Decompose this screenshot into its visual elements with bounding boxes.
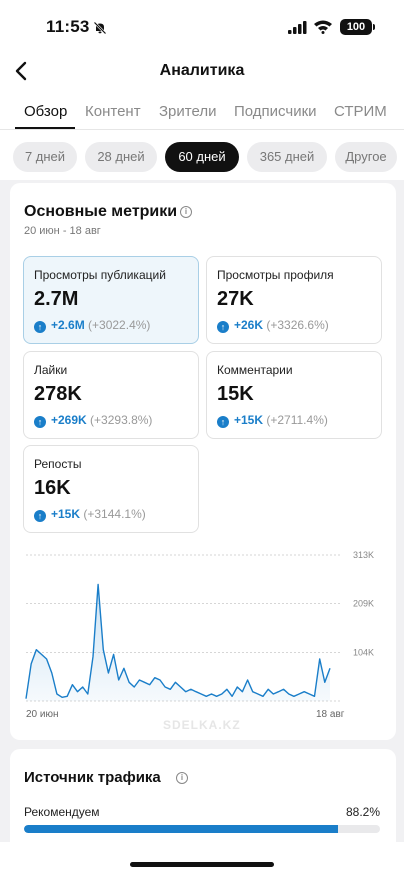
home-indicator [130,862,274,867]
arrow-up-icon: ↑ [34,416,46,428]
x-label-end: 18 авг [316,709,345,720]
metric-reposts[interactable]: Репосты 16K ↑ +15K (+3144.1%) [23,445,199,533]
arrow-up-icon: ↑ [217,321,229,333]
key-metrics-card: Основные метрики i 20 июн - 18 авг Просм… [10,183,396,740]
chevron-left-icon[interactable] [10,58,34,84]
cellular-signal-icon [288,21,307,34]
battery-indicator: 100 [340,19,372,35]
bell-muted-icon [93,21,107,35]
tab-viewers[interactable]: Зрители [159,103,217,120]
metric-value: 2.7M [34,288,79,310]
traffic-source-bar [24,825,380,833]
tab-followers[interactable]: Подписчики [234,103,317,120]
metric-value: 15K [217,383,254,405]
period-60-days[interactable]: 60 дней [165,142,239,172]
arrow-up-icon: ↑ [34,510,46,522]
metric-label: Просмотры публикаций [34,268,166,282]
y-tick-label: 313K [353,550,374,560]
metric-label: Репосты [34,457,82,471]
y-tick-label: 104K [353,647,374,657]
metric-label: Лайки [34,363,68,377]
bottom-area [0,842,404,875]
arrow-up-icon: ↑ [217,416,229,428]
period-7-days[interactable]: 7 дней [13,142,77,172]
traffic-source-percent: 88.2% [345,805,380,819]
x-label-start: 20 июн [26,709,59,720]
traffic-source-bar-fill [24,825,338,833]
metric-label: Комментарии [217,363,293,377]
post-views-chart: 313K 209K 104K 20 июн 18 авг [10,543,396,723]
date-range: 20 июн - 18 авг [24,225,101,237]
period-custom[interactable]: Другое [335,142,397,172]
tab-live[interactable]: СТРИМ [334,103,387,120]
chart-series-line [25,583,331,699]
active-tab-underline [15,127,75,129]
period-365-days[interactable]: 365 дней [247,142,327,172]
metric-value: 27K [217,288,254,310]
status-time: 11:53 [46,17,90,36]
tab-bar: Обзор Контент Зрители Подписчики СТРИМ [0,96,404,130]
metric-value: 278K [34,383,82,405]
top-panel: 11:53 100 Аналитика Обзор Контент Зри [0,0,404,180]
traffic-source-label: Рекомендуем [24,805,100,819]
metric-comments[interactable]: Комментарии 15K ↑ +15K (+2711.4%) [206,351,382,439]
traffic-source-title: Источник трафика [24,769,161,786]
chart-area [26,584,330,701]
traffic-source-card: Источник трафика i Рекомендуем 88.2% [10,749,396,849]
metric-delta: ↑ +26K (+3326.6%) [217,318,329,333]
period-selector: 7 дней 28 дней 60 дней 365 дней Другое [0,140,404,172]
tab-content[interactable]: Контент [85,103,141,120]
wifi-icon [314,20,332,34]
page-header: Аналитика [0,52,404,92]
metric-value: 16K [34,477,71,499]
metric-label: Просмотры профиля [217,268,334,282]
page-title: Аналитика [159,62,245,79]
chart-svg: 313K 209K 104K [25,550,374,702]
watermark: SDELKA.KZ [163,718,241,732]
metric-likes[interactable]: Лайки 278K ↑ +269K (+3293.8%) [23,351,199,439]
metric-delta: ↑ +269K (+3293.8%) [34,413,152,428]
key-metrics-title: Основные метрики [24,203,178,220]
tab-overview[interactable]: Обзор [24,103,68,120]
status-bar: 11:53 100 [0,0,404,52]
y-tick-label: 209K [353,599,374,609]
battery-tip [373,24,375,30]
metric-post-views[interactable]: Просмотры публикаций 2.7M ↑ +2.6M (+3022.… [23,256,199,344]
metric-profile-views[interactable]: Просмотры профиля 27K ↑ +26K (+3326.6%) [206,256,382,344]
metric-delta: ↑ +15K (+2711.4%) [217,413,328,428]
metric-delta: ↑ +2.6M (+3022.4%) [34,318,150,333]
metric-delta: ↑ +15K (+3144.1%) [34,507,146,522]
info-icon[interactable]: i [176,772,188,784]
period-28-days[interactable]: 28 дней [85,142,157,172]
info-icon[interactable]: i [180,206,192,218]
arrow-up-icon: ↑ [34,321,46,333]
